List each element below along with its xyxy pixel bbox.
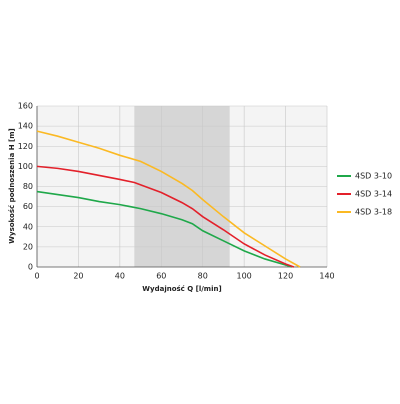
- line: [36, 190, 293, 268]
- y-tick-label: 80: [23, 182, 33, 191]
- x-tick-label: 100: [237, 272, 252, 281]
- x-tick-label: 0: [34, 272, 39, 281]
- y-tick-label: 100: [18, 162, 33, 171]
- x-tick-label: 60: [156, 272, 166, 281]
- y-tick-label: 40: [23, 222, 33, 231]
- x-axis-label: Wydajność Q [l/min]: [142, 285, 221, 293]
- line: [36, 165, 295, 268]
- y-axis-label: Wysokość podnoszenia H [m]: [8, 128, 16, 243]
- legend-label: 4SD 3-18: [355, 208, 392, 217]
- y-tick-label: 120: [18, 142, 33, 151]
- x-tick-label: 40: [115, 272, 125, 281]
- y-tick-label: 160: [18, 102, 33, 111]
- legend-label: 4SD 3-14: [355, 190, 392, 199]
- y-tick-label: 60: [23, 202, 33, 211]
- line: [36, 130, 301, 268]
- x-tick-label: 120: [278, 272, 293, 281]
- y-tick-label: 0: [28, 263, 33, 272]
- x-tick-label: 20: [73, 272, 83, 281]
- y-tick-label: 140: [18, 122, 33, 131]
- x-tick-label: 140: [319, 272, 334, 281]
- x-tick-label: 80: [198, 272, 208, 281]
- legend-label: 4SD 3-10: [355, 172, 392, 181]
- y-tick-label: 20: [23, 242, 33, 251]
